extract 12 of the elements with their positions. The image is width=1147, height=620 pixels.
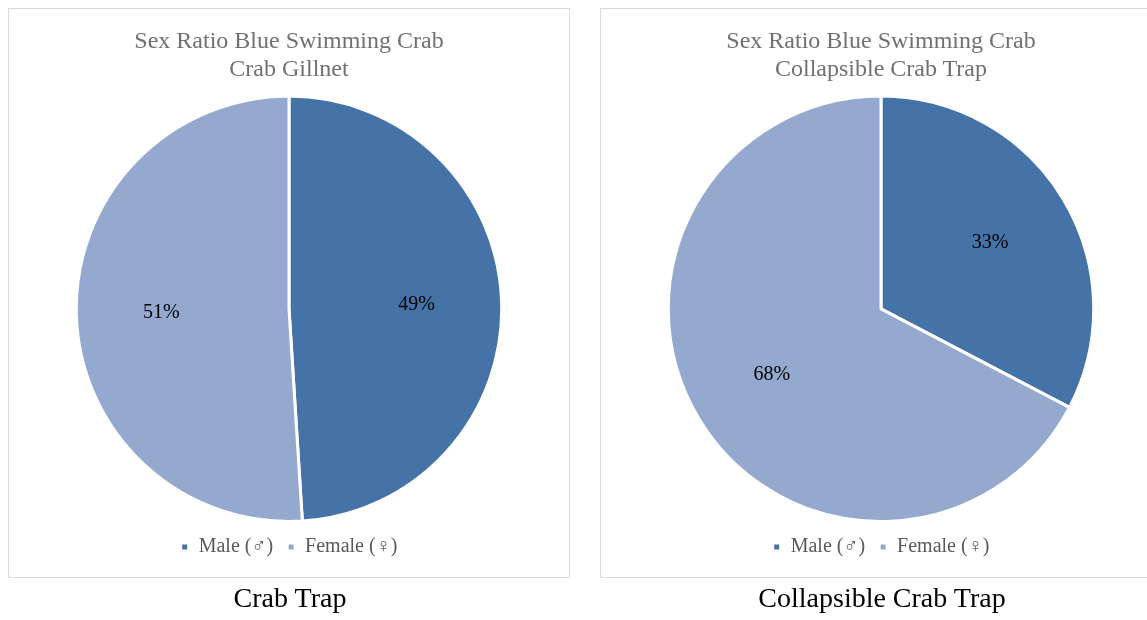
legend-label: Male (♂) [790,534,866,558]
data-label: 51% [143,300,180,323]
data-label: 49% [398,292,435,315]
chart-title: Sex Ratio Blue Swimming Crab Collapsible Crab Trap [726,26,1036,82]
data-label: 68% [753,362,791,385]
data-label: 33% [971,229,1009,252]
legend-label: Male (♂) [198,534,274,558]
text: Crab Trap [232,582,348,614]
legend-label: Female (♀) [897,534,990,558]
chart-title: Sex Ratio Blue Swimming Crab Crab Gillnet [134,26,444,82]
legend-label: Female (♀) [305,534,398,558]
text: Collapsible Crab Trap [757,582,1007,614]
